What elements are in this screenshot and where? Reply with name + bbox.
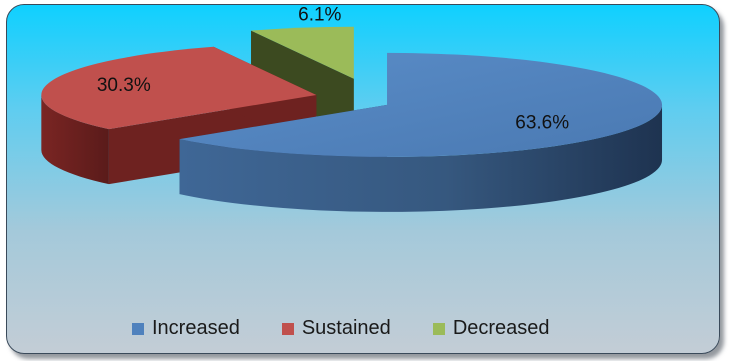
pie-slice-decreased — [251, 26, 354, 134]
legend-label-sustained: Sustained — [301, 317, 391, 339]
legend-item-increased: Increased — [132, 317, 240, 340]
legend-swatch-increased — [132, 322, 144, 335]
pie-slice-increased-top — [179, 52, 663, 157]
pie-slice-decreased-top — [251, 26, 354, 79]
legend: Increased Sustained Decreased — [132, 317, 550, 340]
data-label-decreased: 6.1% — [298, 5, 341, 26]
chart-frame: 6.1% 30.3% 63.6% Increased Sustained Decre… — [6, 4, 720, 354]
data-label-sustained: 30.3% — [97, 75, 151, 96]
legend-swatch-sustained — [281, 322, 294, 335]
legend-item-decreased: Decreased — [432, 317, 550, 340]
pie-slice-sustained-top — [41, 46, 317, 130]
pie-slice-sustained-side — [41, 94, 109, 185]
pie-slice-decreased-wall-0 — [251, 30, 354, 134]
legend-label-increased: Increased — [152, 317, 240, 339]
legend-swatch-decreased — [432, 322, 445, 335]
pie-chart: 6.1% 30.3% 63.6% — [41, 5, 663, 212]
legend-label-decreased: Decreased — [452, 317, 550, 339]
data-label-increased: 63.6% — [515, 112, 569, 133]
pie-slice-increased — [179, 52, 663, 212]
legend-item-sustained: Sustained — [281, 317, 391, 340]
pie-slice-increased-side — [179, 104, 663, 212]
